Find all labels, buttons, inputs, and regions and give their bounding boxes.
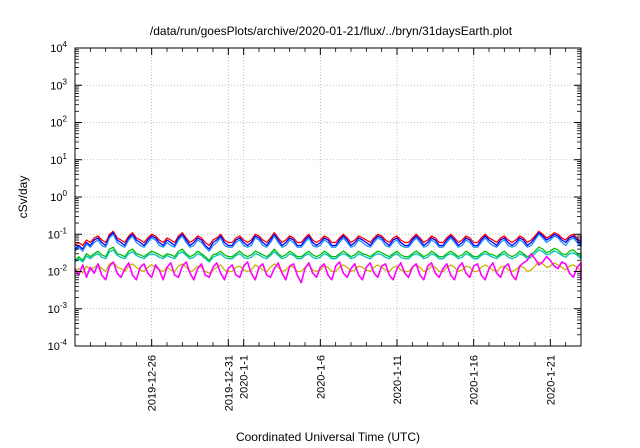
x-tick-label: 2020-1-6 [315, 355, 327, 399]
y-tick-label: 100 [50, 189, 67, 204]
series-line [74, 246, 582, 261]
series-line [74, 252, 582, 284]
x-tick-label: 2020-1-16 [469, 355, 481, 405]
x-tick-label: 2019-12-31 [223, 355, 235, 411]
y-tick-label: 10-4 [48, 338, 68, 353]
series-line [74, 232, 582, 250]
series-layer [74, 230, 582, 284]
y-axis-title: cSv/day [16, 176, 30, 219]
y-tick-label: 10-1 [48, 226, 68, 241]
series-line [74, 233, 582, 252]
x-tick-label: 2020-1-1 [239, 355, 251, 399]
x-axis-title: Coordinated Universal Time (UTC) [236, 430, 420, 444]
x-tick-label: 2020-1-11 [392, 355, 404, 404]
y-tick-label: 10-3 [48, 301, 68, 316]
y-tick-label: 101 [50, 152, 67, 167]
x-tick-label: 2019-12-26 [147, 355, 159, 411]
y-tick-label: 103 [50, 77, 67, 92]
chart-title: /data/run/goesPlots/archive/2020-01-21/f… [150, 24, 513, 38]
x-axis: 2019-12-26 2019-12-31 2020-1-1 2020-1-6 2020… [89, 48, 582, 411]
y-tick-label: 104 [50, 40, 67, 55]
y-tick-label: 10-2 [48, 264, 68, 279]
x-tick-label: 2020-1-21 [545, 355, 557, 405]
y-tick-label: 102 [50, 115, 67, 130]
y-axis: 10-4 10-3 10-2 10-1 100 101 102 103 104 [48, 40, 581, 353]
series-line [74, 249, 582, 263]
series-line [74, 230, 582, 247]
